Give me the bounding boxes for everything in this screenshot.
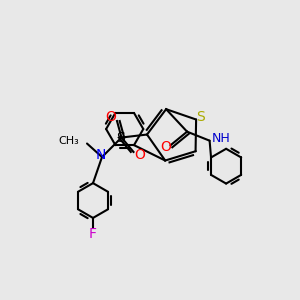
Text: CH₃: CH₃ xyxy=(59,136,80,146)
Text: S: S xyxy=(196,110,205,124)
Text: N: N xyxy=(95,148,106,162)
Text: O: O xyxy=(105,110,116,124)
Text: O: O xyxy=(160,140,171,154)
Text: O: O xyxy=(135,148,146,162)
Text: F: F xyxy=(88,227,96,241)
Text: S: S xyxy=(116,130,124,145)
Text: NH: NH xyxy=(212,132,231,145)
